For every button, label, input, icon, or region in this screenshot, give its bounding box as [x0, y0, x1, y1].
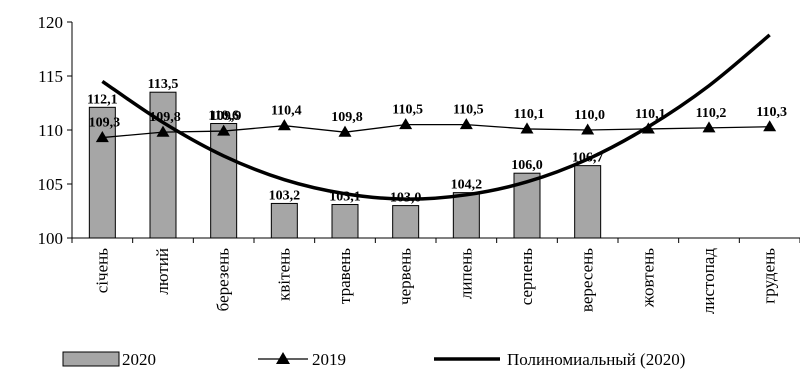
category-label: червень	[396, 248, 415, 305]
legend-label-2020: 2020	[122, 350, 156, 369]
trendline-path	[101, 33, 771, 201]
bar-2020-липень	[452, 192, 480, 239]
bar-label-2020: 106,7	[572, 151, 604, 166]
y-tick-label: 100	[38, 229, 64, 248]
bar-label-2020: 113,5	[148, 77, 179, 92]
marker-2019-квітень	[277, 119, 291, 131]
category-label: вересень	[578, 248, 597, 312]
bars-2020	[88, 91, 602, 239]
line-2019	[95, 118, 777, 143]
marker-2019-серпень	[520, 122, 534, 134]
bar-2020-червень	[392, 205, 420, 239]
line-label-2019: 109,8	[149, 110, 181, 125]
marker-2019-червень	[399, 118, 413, 130]
category-label: листопад	[699, 248, 718, 314]
legend-triangle-icon	[276, 352, 290, 364]
bar-label-2020: 103,1	[329, 190, 361, 205]
category-label: березень	[214, 248, 233, 312]
data-labels: 112,1 113,5 110,6 103,2 103,1 103,0 104,2 106,0…	[87, 77, 787, 205]
category-label: жовтень	[638, 248, 657, 308]
marker-2019-жовтень	[641, 122, 655, 134]
marker-2019-травень	[338, 125, 352, 137]
marker-2019-березень	[217, 124, 231, 136]
axes	[71, 22, 800, 243]
marker-2019-вересень	[581, 123, 595, 135]
category-label: квітень	[274, 248, 293, 301]
y-tick-label: 115	[38, 67, 63, 86]
line-label-2019: 109,3	[89, 116, 121, 131]
line-label-2019: 110,1	[514, 107, 545, 122]
category-label: травень	[335, 248, 354, 304]
marker-2019-листопад	[702, 121, 716, 133]
bar-label-2020: 103,2	[269, 188, 301, 203]
legend: 2020 2019 Полиномиальный (2020)	[62, 350, 685, 369]
line-label-2019: 110,5	[453, 103, 484, 118]
bar-label-2020: 106,0	[511, 158, 543, 173]
line-label-2019: 110,3	[756, 105, 787, 120]
category-label: грудень	[760, 248, 779, 304]
bar-2020-квітень	[270, 202, 298, 239]
marker-2019-січень	[95, 131, 109, 143]
bar-label-2020: 104,2	[451, 178, 483, 193]
x-axis-categories: січень лютий березень квітень травень червень…	[92, 248, 778, 314]
bar-2020-січень	[88, 106, 116, 239]
category-label: лютий	[153, 248, 172, 295]
line-label-2019: 110,0	[574, 108, 605, 123]
legend-swatch-2020	[62, 351, 120, 367]
line-label-2019: 110,2	[696, 106, 727, 121]
bar-label-2020: 112,1	[87, 92, 118, 107]
y-tick-label: 120	[38, 13, 64, 32]
bar-label-2020: 103,0	[390, 191, 422, 206]
category-label: липень	[456, 248, 475, 299]
line-label-2019: 109,8	[331, 110, 363, 125]
line-label-2019: 110,1	[635, 107, 666, 122]
polynomial-trendline	[101, 33, 771, 201]
category-label: січень	[92, 248, 111, 293]
y-tick-label: 105	[38, 175, 64, 194]
marker-2019-лютий	[156, 125, 170, 137]
line-label-2019: 110,5	[392, 103, 423, 118]
y-tick-label: 110	[38, 121, 63, 140]
y-axis-ticks: 100 105 110 115 120	[38, 13, 72, 248]
line-label-2019: 109,9	[210, 109, 242, 124]
marker-2019-липень	[459, 118, 473, 130]
bar-2020-березень	[210, 123, 238, 239]
bar-label-2020: 110,6	[208, 109, 239, 124]
line-2019-path	[102, 123, 770, 139]
marker-2019-грудень	[763, 120, 777, 132]
line-label-2019: 110,4	[271, 104, 302, 119]
category-label: серпень	[517, 248, 536, 306]
bar-2020-травень	[331, 204, 359, 239]
legend-label-2019: 2019	[312, 350, 346, 369]
legend-label-trend: Полиномиальный (2020)	[507, 350, 685, 369]
bar-2020-вересень	[574, 165, 602, 239]
